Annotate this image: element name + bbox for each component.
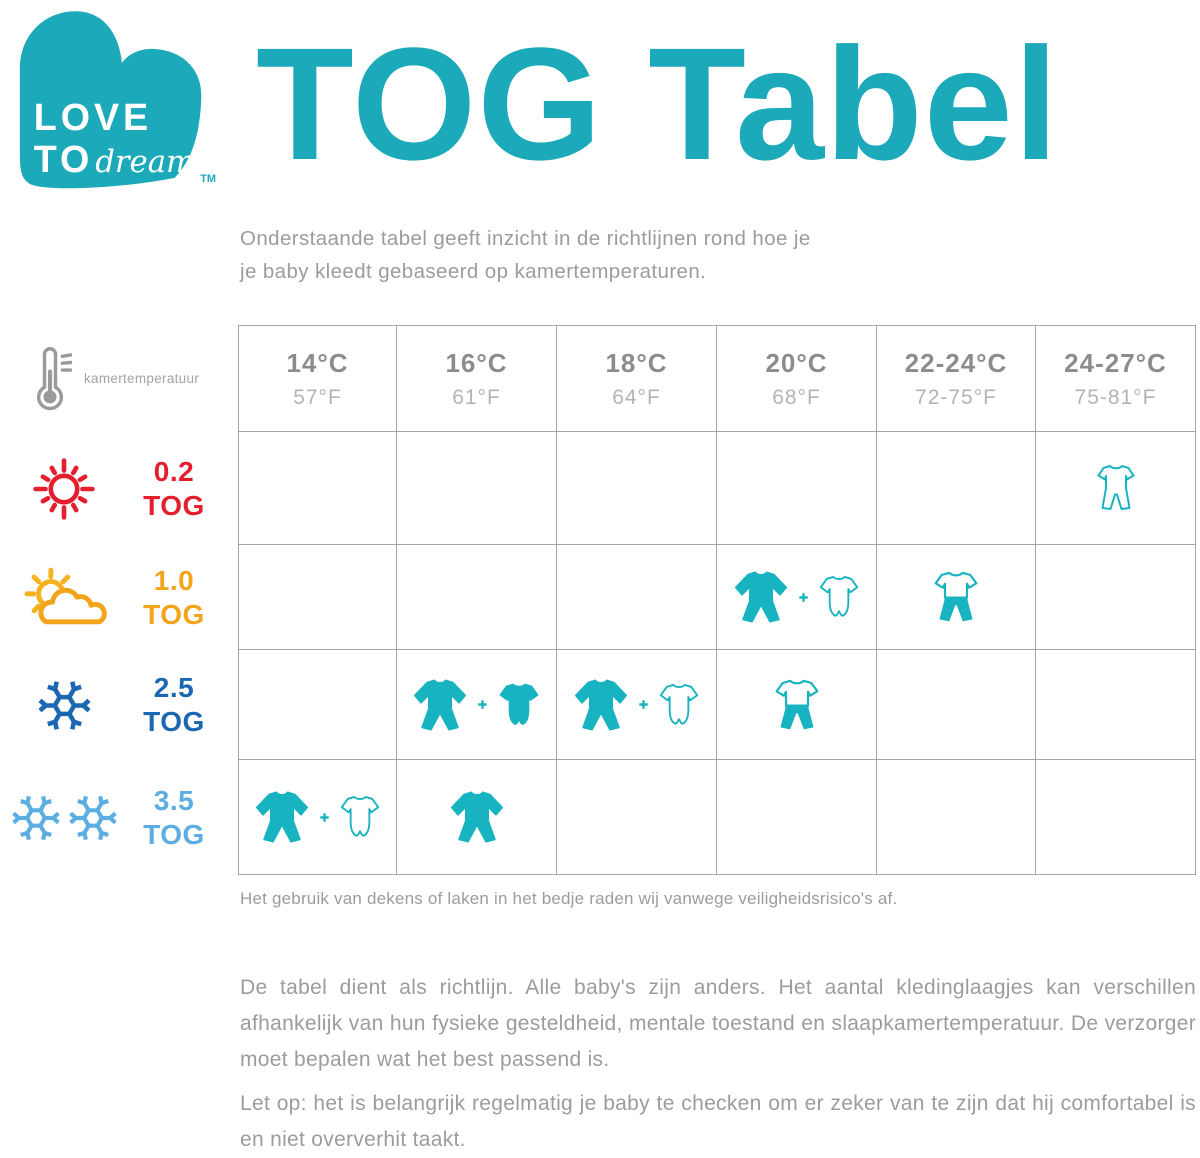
table-cell xyxy=(557,432,717,545)
tog-row-legend: 1.0 TOG xyxy=(0,545,238,650)
temp-column-header: 20°C 68°F xyxy=(717,325,877,432)
plus-icon xyxy=(475,697,490,712)
table-cell xyxy=(877,545,1036,650)
table-cell xyxy=(877,760,1036,875)
logo-to-text: TO xyxy=(34,138,94,180)
table-cell xyxy=(717,545,877,650)
guideline-paragraph: De tabel dient als richtlijn. Alle baby'… xyxy=(240,976,1196,1071)
celsius-label: 24-27°C xyxy=(1064,347,1167,378)
thermometer-icon xyxy=(28,344,72,414)
subtitle-line-1: Onderstaande tabel geeft inzicht in de r… xyxy=(240,227,811,250)
temp-column-header: 22-24°C 72-75°F xyxy=(877,325,1036,432)
table-cell xyxy=(557,760,717,875)
bodysuit-outline-icon xyxy=(339,793,381,841)
table-cell xyxy=(238,760,397,875)
temp-column-header: 18°C 64°F xyxy=(557,325,717,432)
love-to-dream-logo: LOVE TO dream TM xyxy=(6,0,234,205)
fahrenheit-label: 57°F xyxy=(293,385,342,409)
logo-love-text: LOVE xyxy=(34,96,152,138)
tog-unit: TOG xyxy=(143,818,205,850)
tog-value: 3.5 xyxy=(153,784,195,816)
sleepsuit-filled-icon xyxy=(733,568,789,626)
trademark-symbol: TM xyxy=(200,173,216,185)
fahrenheit-label: 64°F xyxy=(612,385,661,409)
table-cell xyxy=(238,432,397,545)
tog-value: 0.2 xyxy=(153,455,195,487)
fahrenheit-label: 72-75°F xyxy=(915,385,997,409)
plus-icon xyxy=(796,590,811,605)
table-cell xyxy=(1036,760,1196,875)
subtitle-line-2: je baby kleedt gebaseerd op kamertempera… xyxy=(240,260,707,283)
fahrenheit-label: 75-81°F xyxy=(1074,385,1157,409)
temp-column-header: 14°C 57°F xyxy=(238,325,397,432)
table-cell xyxy=(1036,432,1196,545)
romper-outline-icon xyxy=(1096,461,1136,515)
table-cell xyxy=(238,650,397,760)
table-cell xyxy=(717,650,877,760)
tog-row-legend: 2.5 TOG xyxy=(0,650,238,760)
tog-label: 3.5 TOG xyxy=(128,784,220,852)
fahrenheit-label: 61°F xyxy=(452,385,501,409)
celsius-label: 22-24°C xyxy=(904,347,1008,378)
tog-unit: TOG xyxy=(143,598,205,630)
footnote: Het gebruik van dekens of laken in het b… xyxy=(240,889,898,908)
double-snowflake-icon xyxy=(10,792,62,844)
tog-unit: TOG xyxy=(143,489,205,521)
celsius-label: 20°C xyxy=(765,347,828,378)
table-cell xyxy=(877,650,1036,760)
tog-label: 1.0 TOG xyxy=(128,564,220,632)
heart-shape xyxy=(19,11,202,189)
tog-unit: TOG xyxy=(143,706,205,737)
snowflake-icon xyxy=(36,677,93,734)
room-temperature-label: kamertemperatuur xyxy=(84,371,200,386)
logo-heart: LOVE TO dream TM xyxy=(19,11,216,189)
tog-row-legend: 3.5 TOG xyxy=(0,760,238,875)
tog-table: kamertemperatuur 14°C 57°F 16°C 61°F 18°C 64°F… xyxy=(0,325,1196,875)
celsius-label: 18°C xyxy=(605,347,668,378)
celsius-label: 14°C xyxy=(286,347,349,378)
table-cell xyxy=(397,545,557,650)
sun-icon xyxy=(31,456,97,522)
tog-row-legend: 0.2 TOG xyxy=(0,432,238,545)
tog-value: 1.0 xyxy=(153,564,195,596)
sleepsuit-filled-icon xyxy=(573,676,629,734)
table-cell xyxy=(1036,650,1196,760)
fahrenheit-label: 68°F xyxy=(772,385,821,409)
temp-column-header: 24-27°C 75-81°F xyxy=(1036,325,1196,432)
warning-paragraph: Let op: het is belangrijk regelmatig je … xyxy=(240,1092,1196,1151)
table-cell xyxy=(557,650,717,760)
table-cell xyxy=(1036,545,1196,650)
romper-half-filled-icon xyxy=(934,569,978,625)
subtitle: Onderstaande tabel geeft inzicht in de r… xyxy=(240,222,811,288)
logo-dream-text: dream xyxy=(95,144,195,180)
table-cell xyxy=(717,432,877,545)
bodysuit-outline-icon xyxy=(818,573,860,621)
sleepsuit-filled-icon xyxy=(254,788,310,846)
page-title: TOG Tabel xyxy=(256,14,1060,193)
sleepsuit-filled-icon xyxy=(449,788,505,846)
tog-label: 2.5 TOG xyxy=(128,671,220,739)
table-cell xyxy=(557,545,717,650)
table-cell xyxy=(238,545,397,650)
plus-icon xyxy=(636,697,651,712)
table-cell xyxy=(717,760,877,875)
room-temperature-legend: kamertemperatuur xyxy=(0,325,238,432)
sun-cloud-icon xyxy=(20,566,108,630)
table-cell xyxy=(877,432,1036,545)
double-snowflake-icon xyxy=(67,792,119,844)
romper-half-filled-icon xyxy=(775,677,819,733)
tog-value: 2.5 xyxy=(153,672,195,703)
table-cell xyxy=(397,650,557,760)
celsius-label: 16°C xyxy=(445,347,508,378)
tog-label: 0.2 TOG xyxy=(128,455,220,523)
bodysuit-outline-icon xyxy=(658,681,700,729)
sleepsuit-filled-icon xyxy=(412,676,468,734)
table-cell xyxy=(397,432,557,545)
plus-icon xyxy=(317,810,332,825)
bodysuit-filled-icon xyxy=(497,681,541,729)
table-cell xyxy=(397,760,557,875)
temp-column-header: 16°C 61°F xyxy=(397,325,557,432)
